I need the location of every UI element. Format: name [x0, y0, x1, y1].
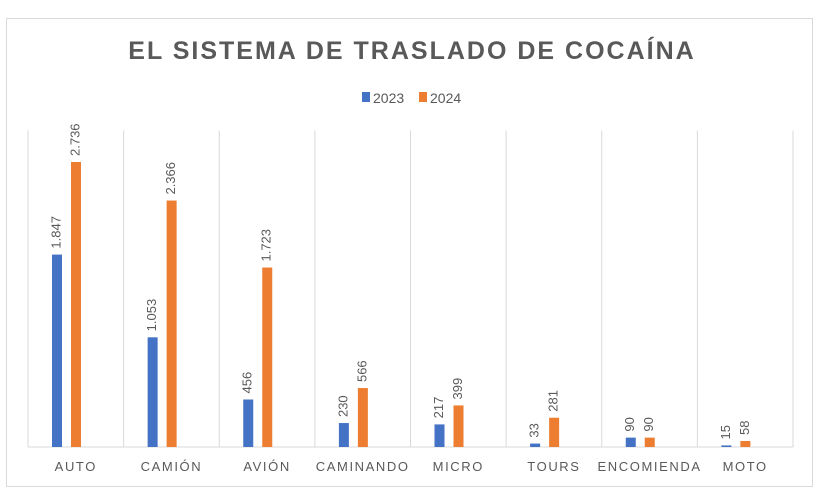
bar-2023	[338, 423, 349, 447]
data-label-2024: 2.736	[67, 123, 82, 156]
data-label-2024: 1.723	[259, 229, 274, 262]
data-label-2023: 33	[527, 423, 542, 437]
bar-2024	[357, 388, 368, 447]
bar-2024	[740, 440, 751, 447]
data-label-2023: 1.053	[144, 299, 159, 332]
data-label-2023: 15	[718, 425, 733, 439]
data-label-2023: 217	[431, 397, 446, 419]
data-label-2023: 1.847	[48, 216, 63, 249]
data-label-2023: 456	[240, 372, 255, 394]
bar-2024	[166, 200, 177, 447]
data-label-2024: 566	[354, 360, 369, 382]
data-label-2023: 230	[335, 395, 350, 417]
data-label-2024: 281	[546, 390, 561, 412]
bar-2023	[52, 254, 62, 447]
x-tick-label: AVIÓN	[243, 459, 291, 474]
data-label-2024: 90	[641, 417, 656, 431]
bar-2024	[262, 267, 273, 447]
x-tick-label: MOTO	[723, 459, 768, 474]
bar-2023	[625, 437, 636, 447]
legend-label-2023: 2023	[373, 90, 404, 106]
bar-2023	[147, 337, 158, 447]
legend-swatch-2023	[362, 92, 370, 102]
bar-2024	[71, 162, 81, 447]
legend-swatch-2024	[419, 92, 427, 102]
bar-2024	[549, 417, 560, 447]
x-tick-label: CAMINANDO	[316, 459, 410, 474]
data-label-2024: 2.366	[163, 162, 178, 195]
x-tick-label: ENCOMIENDA	[598, 459, 702, 474]
chart-title: EL SISTEMA DE TRASLADO DE COCAÍNA	[128, 36, 695, 65]
bar-2023	[721, 445, 732, 447]
data-label-2023: 90	[622, 417, 637, 431]
bar-2023	[243, 399, 254, 447]
x-tick-label: CAMIÓN	[141, 459, 203, 474]
x-tick-label: AUTO	[55, 459, 97, 474]
bar-2024	[453, 405, 464, 447]
chart-frame	[6, 18, 813, 487]
x-tick-label: TOURS	[527, 459, 580, 474]
bar-2023	[530, 443, 541, 447]
x-tick-label: MICRO	[433, 459, 484, 474]
data-label-2024: 58	[737, 420, 752, 434]
bar-2023	[434, 424, 445, 447]
legend-label-2024: 2024	[430, 90, 461, 106]
bar-2024	[644, 437, 655, 447]
data-label-2024: 399	[450, 378, 465, 400]
